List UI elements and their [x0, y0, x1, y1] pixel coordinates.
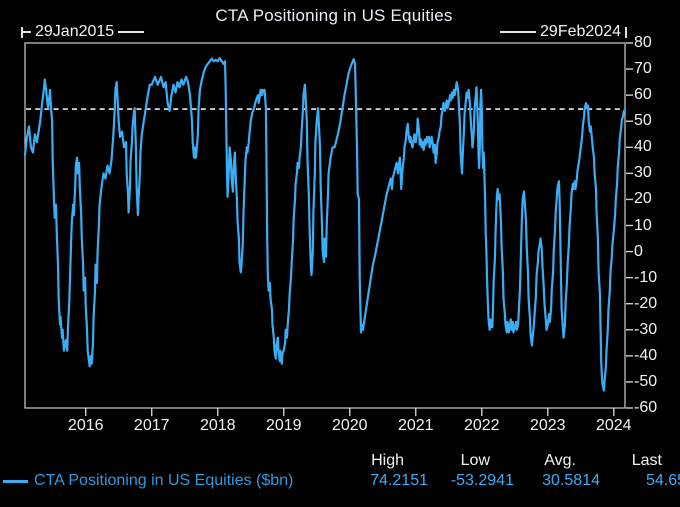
range-end-label: 29Feb2024 [540, 23, 621, 40]
x-tick-label: 2020 [331, 417, 368, 434]
y-tick-label: 10 [634, 216, 652, 234]
y-tick-label: -40 [634, 346, 658, 364]
range-start-tick-icon [21, 26, 23, 38]
y-tick-label: -50 [634, 372, 658, 390]
y-tick-label: 20 [634, 190, 652, 208]
x-tick-label: 2023 [529, 417, 566, 434]
y-tick-label: 0 [634, 242, 643, 260]
x-tick-label: 2024 [595, 417, 632, 434]
range-end-line [500, 31, 537, 33]
x-tick-label: 2021 [397, 417, 434, 434]
y-tick-label: 50 [634, 112, 652, 130]
stat-value-high: 74.2151 [370, 472, 428, 489]
legend-row[interactable]: CTA Positioning in US Equities ($bn) 74.… [0, 471, 680, 491]
stat-value-avg: 30.5814 [542, 472, 600, 489]
stats-header-high: High [371, 452, 404, 469]
y-tick-label: -10 [634, 268, 658, 286]
range-start-label: 29Jan2015 [35, 23, 115, 40]
range-start-marker: 29Jan2015 [21, 23, 145, 40]
plot-frame [24, 42, 626, 409]
range-end-tick-icon [625, 26, 627, 38]
y-tick-label: -60 [634, 399, 658, 416]
stat-value-last: 54.65 [645, 472, 680, 489]
series-label: CTA Positioning in US Equities ($bn) [34, 472, 294, 489]
stats-header-row: High Low Avg. Last [0, 452, 680, 470]
stats-header-last: Last [631, 452, 662, 469]
stats-header-low: Low [460, 452, 490, 469]
y-tick-label: 40 [634, 138, 652, 156]
x-tick-label: 2016 [67, 417, 104, 434]
y-tick-label: -20 [634, 294, 658, 312]
y-tick-label: 60 [634, 86, 652, 104]
x-tick-label: 2018 [199, 417, 236, 434]
y-tick-label: 70 [634, 60, 652, 78]
cta-positioning-series-line [23, 56, 627, 392]
x-tick-label: 2022 [463, 417, 500, 434]
range-start-line-trail [118, 31, 145, 33]
x-tick-label: 2019 [265, 417, 302, 434]
stat-value-low: -53.2941 [450, 472, 514, 489]
range-start-line [23, 31, 31, 33]
series-line-swatch-icon [3, 479, 28, 483]
y-tick-label: 80 [634, 34, 652, 51]
chart-title: CTA Positioning in US Equities [215, 6, 453, 25]
y-tick-label: 30 [634, 164, 652, 182]
y-tick-label: -30 [634, 320, 658, 338]
x-tick-label: 2017 [133, 417, 170, 434]
stats-header-avg: Avg. [544, 452, 576, 469]
range-end-marker: 29Feb2024 [500, 23, 627, 40]
